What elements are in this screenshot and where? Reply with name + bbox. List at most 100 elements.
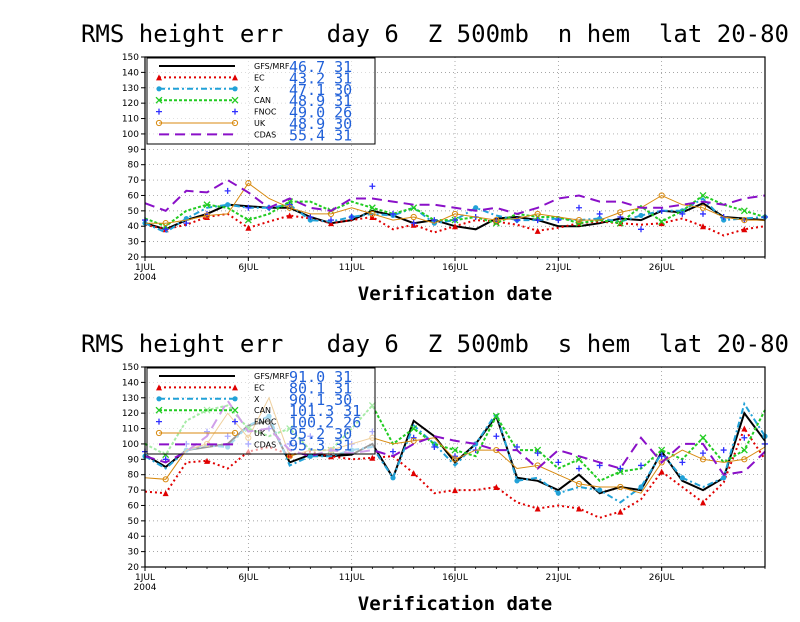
plot-frame bbox=[144, 366, 766, 568]
data-point bbox=[534, 446, 542, 454]
x-tick-label: 21JUL bbox=[545, 573, 571, 583]
data-point bbox=[740, 446, 748, 454]
legend-label: EC bbox=[254, 383, 265, 392]
data-point bbox=[638, 226, 644, 233]
legend-marker bbox=[231, 96, 239, 104]
x-tick-label: 6JUL bbox=[238, 573, 258, 583]
data-point bbox=[576, 505, 582, 512]
x-tick-label: 26JUL bbox=[649, 263, 675, 273]
data-point bbox=[721, 217, 727, 223]
data-point bbox=[534, 217, 541, 224]
y-tick-label: 60 bbox=[128, 191, 140, 201]
data-point bbox=[514, 478, 520, 484]
data-point bbox=[162, 490, 169, 497]
x-tick-label: 26JUL bbox=[649, 573, 675, 583]
data-point bbox=[452, 217, 458, 224]
data-point bbox=[700, 223, 706, 230]
legend-marker bbox=[232, 396, 238, 402]
legend-value: 43.2 31 bbox=[289, 69, 352, 87]
x-tick-label: 11JUL bbox=[339, 573, 365, 583]
data-point bbox=[204, 214, 210, 220]
y-tick-label: 30 bbox=[128, 548, 140, 558]
data-point bbox=[245, 180, 252, 187]
legend-item: CDAS 95.3 31 bbox=[159, 436, 352, 454]
legend-item: FNOC 49.0 26 bbox=[156, 104, 352, 122]
data-point bbox=[679, 475, 685, 481]
y-tick-label: 80 bbox=[128, 471, 140, 481]
legend-item: CAN 101.3 31 bbox=[155, 402, 361, 420]
data-point bbox=[203, 201, 211, 209]
x-tick-label: 11JUL bbox=[339, 263, 365, 273]
data-point bbox=[575, 480, 583, 488]
legend-marker bbox=[232, 86, 238, 92]
data-point bbox=[431, 444, 438, 450]
legend-label: X bbox=[254, 395, 260, 404]
data-point bbox=[679, 459, 686, 466]
legend-value: 95.2 30 bbox=[289, 425, 352, 443]
legend-label: CAN bbox=[254, 406, 271, 415]
data-point bbox=[699, 456, 707, 463]
y-tick-label: 120 bbox=[122, 99, 139, 109]
y-tick-label: 60 bbox=[128, 501, 140, 511]
data-point bbox=[638, 484, 644, 490]
chart-title: RMS height err day 6 Z 500mb s hem lat 2… bbox=[81, 330, 789, 358]
legend-marker bbox=[156, 418, 162, 425]
data-point bbox=[286, 204, 293, 211]
legend-item: UK 48.9 30 bbox=[155, 115, 352, 133]
y-tick-label: 110 bbox=[122, 425, 139, 435]
data-point bbox=[390, 448, 396, 455]
legend-value: 91.0 31 bbox=[289, 368, 352, 386]
legend-marker bbox=[155, 119, 163, 127]
chart-title: RMS height err day 6 Z 500mb n hem lat 2… bbox=[81, 20, 789, 48]
data-point bbox=[390, 475, 396, 481]
legend-label: X bbox=[254, 85, 260, 94]
series-line bbox=[145, 182, 765, 224]
series-line bbox=[144, 401, 766, 504]
x-axis-label: Verification date bbox=[358, 593, 552, 615]
x-tick-sublabel: 2004 bbox=[134, 583, 157, 593]
data-point bbox=[307, 214, 314, 220]
data-point bbox=[679, 210, 686, 217]
legend-item: FNOC 100.2 26 bbox=[156, 414, 361, 432]
data-point bbox=[224, 187, 231, 194]
data-point bbox=[534, 450, 541, 457]
legend-marker bbox=[156, 384, 162, 391]
data-point bbox=[244, 216, 252, 224]
legend-label: EC bbox=[254, 73, 265, 82]
y-tick-label: 50 bbox=[128, 517, 140, 527]
data-point bbox=[699, 192, 707, 199]
y-tick-label: 30 bbox=[128, 238, 140, 248]
data-point bbox=[451, 210, 459, 218]
plot-frame bbox=[144, 56, 766, 258]
legend-item: CAN 48.9 31 bbox=[155, 92, 352, 110]
data-point bbox=[286, 212, 293, 219]
data-point bbox=[658, 468, 665, 475]
data-point bbox=[410, 220, 417, 227]
data-point bbox=[493, 484, 500, 490]
data-point bbox=[638, 212, 644, 219]
legend-value: 47.1 30 bbox=[289, 81, 352, 99]
data-point bbox=[368, 204, 376, 212]
legend-item: GFS/MRF 91.0 31 bbox=[159, 368, 352, 386]
legend-marker bbox=[231, 119, 239, 127]
data-point bbox=[328, 217, 334, 224]
data-point bbox=[658, 446, 666, 454]
legend-marker bbox=[232, 108, 238, 115]
data-point bbox=[721, 475, 727, 481]
legend-marker bbox=[155, 429, 163, 437]
x-tick-label: 6JUL bbox=[238, 263, 258, 273]
data-point bbox=[204, 457, 210, 464]
legend-item: GFS/MRF 46.7 31 bbox=[159, 58, 352, 76]
data-point bbox=[555, 217, 562, 224]
legend-value: 80.1 31 bbox=[289, 379, 352, 397]
x-tick-label: 16JUL bbox=[442, 573, 468, 583]
y-tick-label: 50 bbox=[128, 207, 140, 217]
data-point bbox=[699, 434, 707, 442]
data-point bbox=[741, 425, 748, 432]
series-cdas bbox=[144, 178, 766, 215]
data-point bbox=[162, 476, 169, 483]
legend-marker bbox=[156, 396, 162, 402]
data-point bbox=[514, 444, 520, 450]
legend-marker bbox=[232, 74, 238, 81]
